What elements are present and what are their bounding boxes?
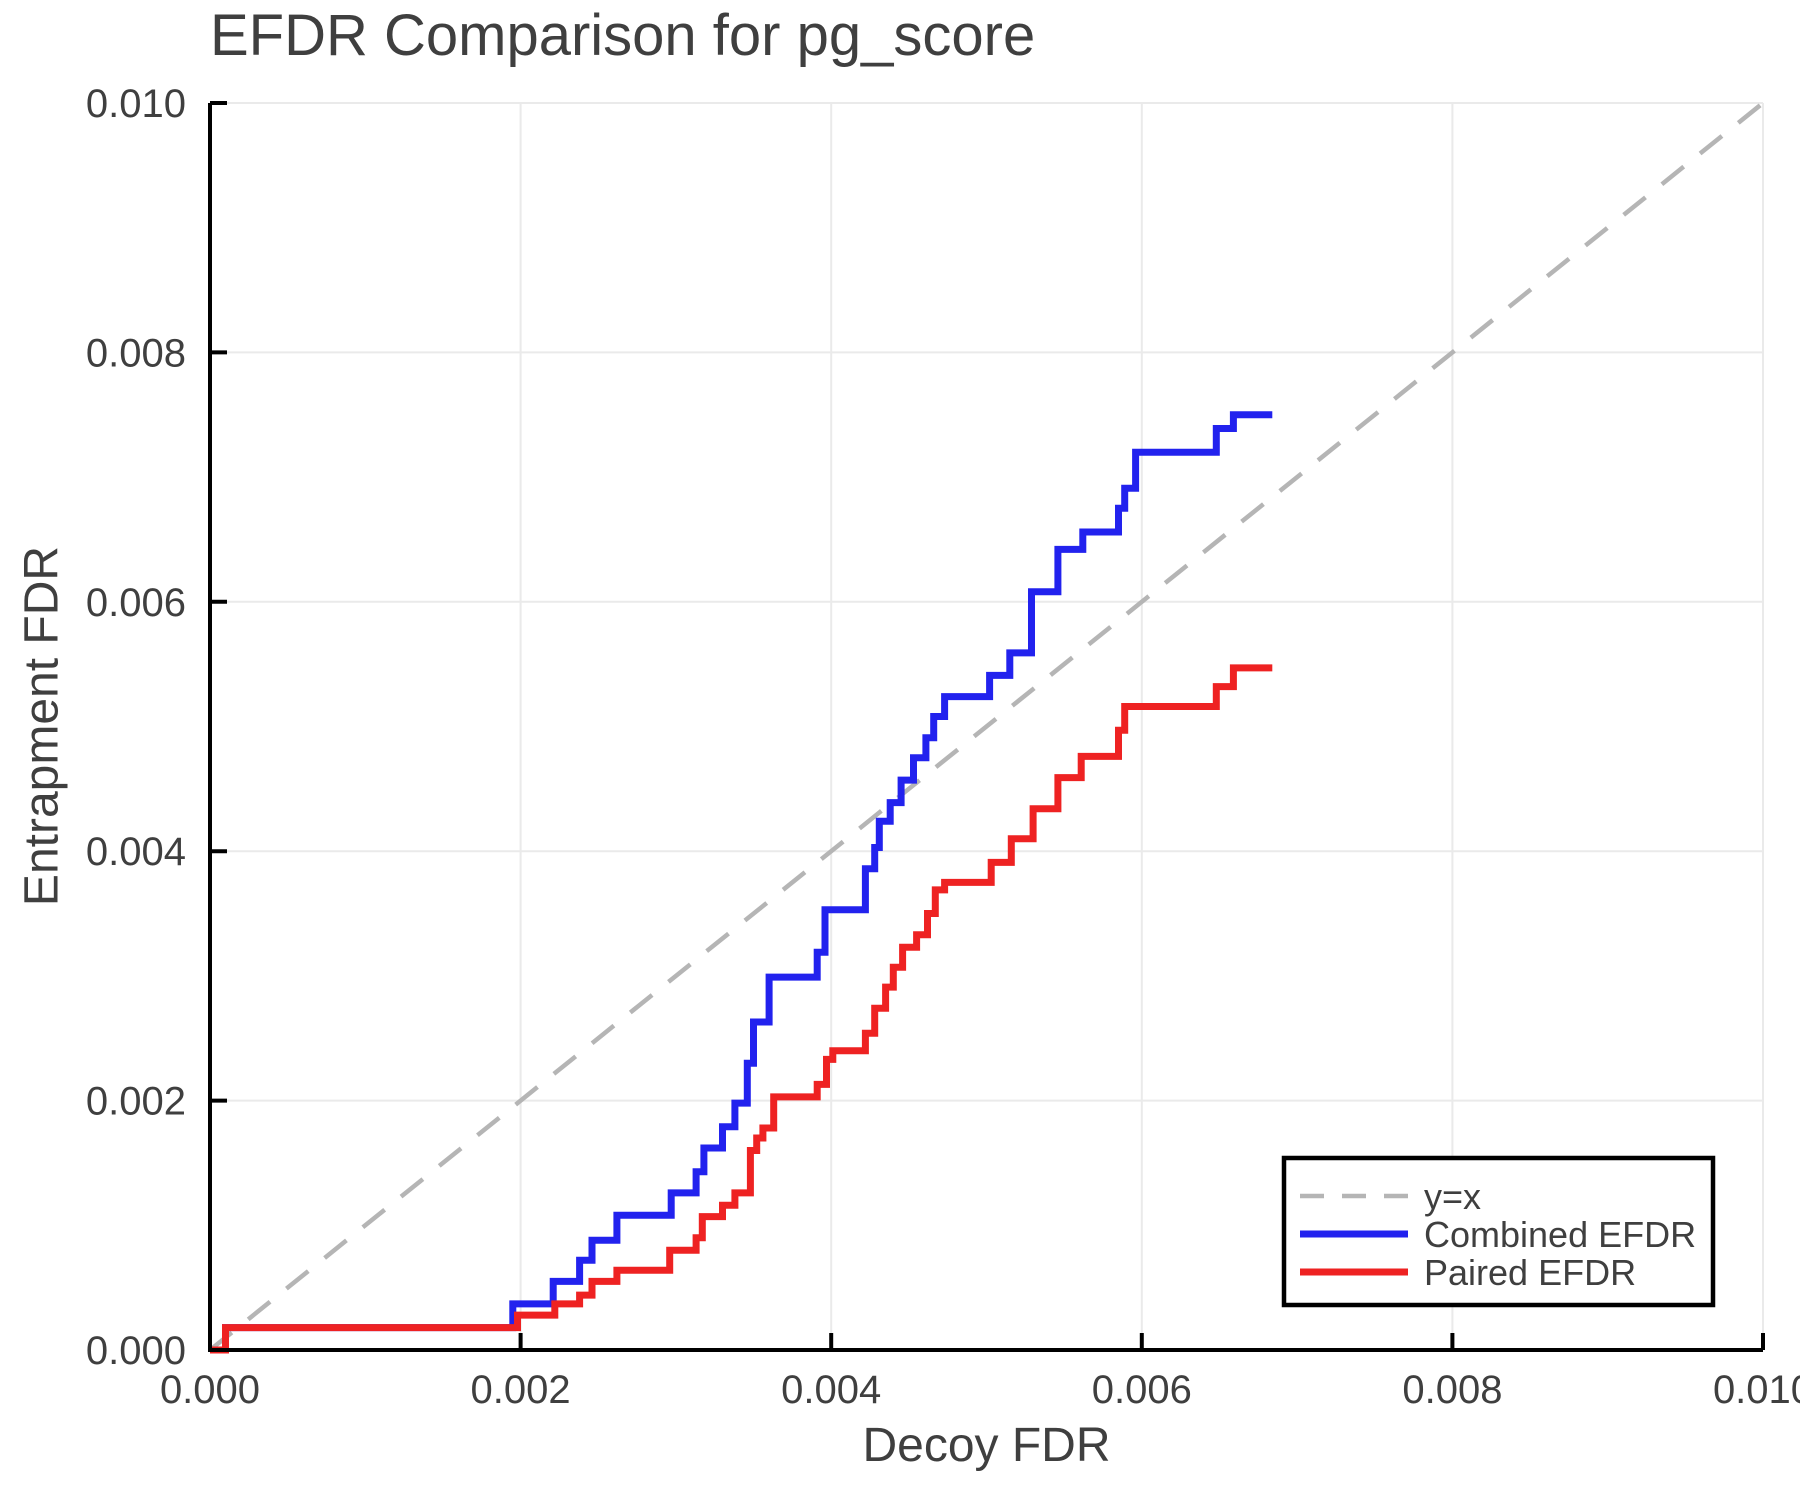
paired-efdr-line	[210, 664, 1273, 1354]
y-tick-label: 0.010	[86, 82, 186, 126]
y-tick-label: 0.008	[86, 331, 186, 375]
x-tick-label: 0.008	[1402, 1368, 1502, 1412]
legend-label-combined-efdr: Combined EFDR	[1424, 1214, 1696, 1255]
y-tick-label: 0.004	[86, 830, 186, 874]
legend-label-y-x: y=x	[1424, 1176, 1481, 1217]
x-tick-label: 0.010	[1713, 1368, 1800, 1412]
y-x-line	[208, 101, 1765, 1352]
x-tick-label: 0.002	[471, 1368, 571, 1412]
combined-efdr-line	[210, 411, 1273, 1354]
x-tick-label: 0.000	[160, 1368, 260, 1412]
y-tick-label: 0.002	[86, 1080, 186, 1124]
x-tick-label: 0.006	[1092, 1368, 1192, 1412]
chart-title: EFDR Comparison for pg_score	[210, 3, 1036, 68]
legend-label-paired-efdr: Paired EFDR	[1424, 1252, 1636, 1293]
y-tick-label: 0.000	[86, 1329, 186, 1373]
y-axis-label: Entrapment FDR	[15, 545, 69, 907]
x-axis-label: Decoy FDR	[862, 1419, 1111, 1472]
y-tick-label: 0.006	[86, 581, 186, 625]
x-tick-label: 0.004	[781, 1368, 881, 1412]
